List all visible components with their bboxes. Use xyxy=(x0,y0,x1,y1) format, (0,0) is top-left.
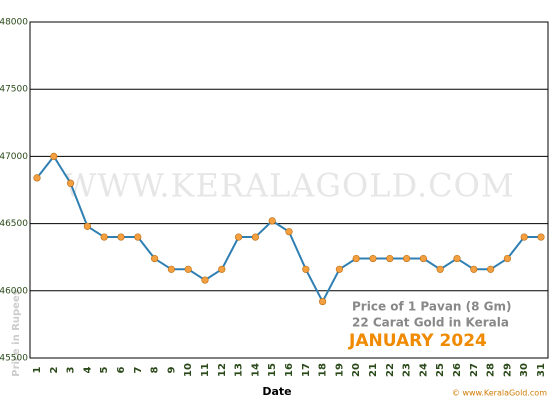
x-tick-label: 24 xyxy=(418,363,429,377)
watermark: WWW.KERALAGOLD.COM xyxy=(63,167,514,205)
x-tick-label: 26 xyxy=(452,363,463,377)
x-tick-label: 5 xyxy=(99,366,110,373)
x-tick-label: 19 xyxy=(334,363,345,377)
y-tick-label: 45500 xyxy=(0,354,28,364)
x-tick-label: 6 xyxy=(116,366,127,373)
y-tick-label: 47000 xyxy=(0,152,28,162)
annotation: Price of 1 Pavan (8 Gm) xyxy=(352,300,512,314)
x-tick-label: 25 xyxy=(435,363,446,377)
marker xyxy=(470,265,478,273)
marker xyxy=(369,254,377,263)
x-tick-label: 11 xyxy=(200,363,211,377)
marker xyxy=(134,233,142,241)
annotation: JANUARY 2024 xyxy=(348,331,487,351)
x-tick-label: 31 xyxy=(536,363,547,377)
x-tick-label: 29 xyxy=(502,363,513,377)
marker xyxy=(487,265,495,273)
marker xyxy=(436,265,444,273)
x-tick-label: 2 xyxy=(49,366,60,373)
x-tick-label: 27 xyxy=(469,363,480,377)
marker xyxy=(386,254,394,263)
marker xyxy=(285,228,293,236)
marker xyxy=(33,174,41,182)
x-tick-label: 9 xyxy=(166,366,177,373)
x-tick-label: 8 xyxy=(150,366,161,373)
marker xyxy=(537,233,545,241)
x-tick-label: 22 xyxy=(385,363,396,377)
x-tick-label: 10 xyxy=(183,363,194,377)
y-tick-label: 47500 xyxy=(0,85,28,95)
x-tick-label: 15 xyxy=(267,363,278,377)
x-tick-label: 4 xyxy=(82,366,93,373)
marker xyxy=(419,254,428,263)
x-tick-label: 16 xyxy=(284,363,295,377)
marker xyxy=(50,152,58,160)
x-tick-label: 30 xyxy=(519,363,530,377)
credit: © www.KeralaGold.com xyxy=(452,389,547,398)
marker xyxy=(218,265,226,273)
x-tick-label: 13 xyxy=(234,363,245,377)
marker xyxy=(251,233,259,241)
marker xyxy=(403,254,411,263)
marker xyxy=(520,233,528,241)
x-tick-label: 18 xyxy=(318,363,329,377)
marker xyxy=(235,233,243,241)
marker xyxy=(453,254,461,263)
x-tick-label: 14 xyxy=(250,363,261,377)
y-tick-label: 48000 xyxy=(0,18,28,28)
y-tick-label: 46500 xyxy=(0,219,28,229)
marker xyxy=(352,254,360,263)
marker xyxy=(268,217,276,225)
x-tick-label: 20 xyxy=(351,363,362,377)
marker xyxy=(117,233,125,241)
y-axis-label: Price in Rupees xyxy=(11,289,22,376)
marker xyxy=(151,254,159,263)
x-tick-label: 12 xyxy=(217,363,228,377)
x-tick-label: 21 xyxy=(368,363,379,377)
marker xyxy=(335,265,344,273)
x-axis-label: Date xyxy=(262,385,291,398)
plot-frame xyxy=(29,21,549,359)
marker xyxy=(100,233,108,241)
x-tick-label: 23 xyxy=(402,363,413,377)
marker xyxy=(83,222,91,230)
marker xyxy=(167,265,175,273)
x-tick-label: 28 xyxy=(486,363,497,377)
y-tick-label: 46000 xyxy=(0,286,28,296)
marker xyxy=(319,297,327,306)
x-tick-label: 1 xyxy=(32,366,43,373)
annotation: 22 Carat Gold in Kerala xyxy=(352,316,509,330)
marker xyxy=(66,179,75,187)
marker xyxy=(184,265,192,273)
marker xyxy=(201,276,209,284)
x-tick-label: 7 xyxy=(133,366,144,373)
marker xyxy=(503,254,512,263)
marker xyxy=(302,265,310,273)
x-tick-label: 17 xyxy=(301,363,312,377)
x-tick-label: 3 xyxy=(66,366,77,373)
